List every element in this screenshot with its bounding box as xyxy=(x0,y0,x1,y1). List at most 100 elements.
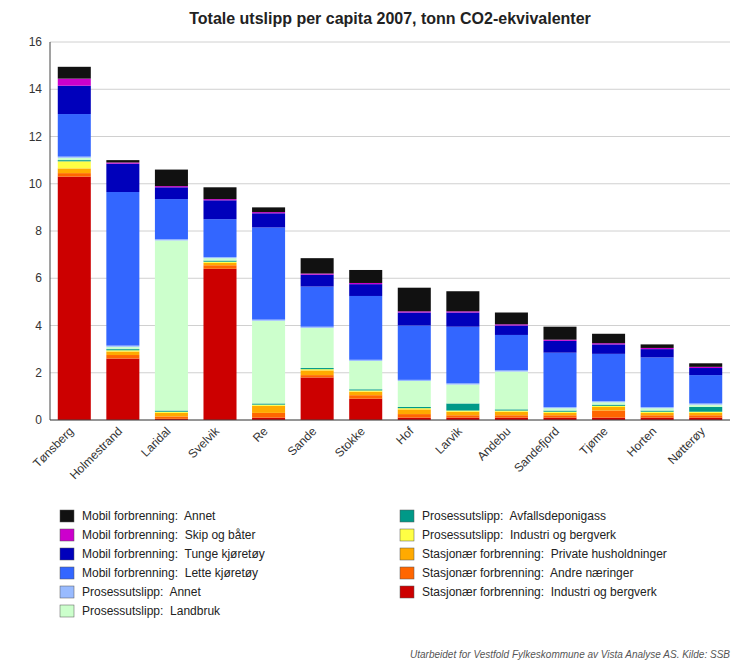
bar-segment: Re — Prosessutslipp: Landbruk: 3.5 xyxy=(252,321,285,404)
bar-segment: Horten — Prosessutslipp: Industri og ber… xyxy=(641,412,674,413)
legend-label: Mobil forbrenning: Annet xyxy=(82,509,216,523)
legend-label: Mobil forbrenning: Lette kjøretøy xyxy=(82,566,258,580)
bar-segment: Holmestrand — Prosessutslipp: Annet: 0.0… xyxy=(106,346,139,347)
bar-segment: Tjøme — Mobil forbrenning: Tunge kjøretø… xyxy=(592,344,625,353)
bar-segment: Tønsberg — Prosessutslipp: Avfallsdeponi… xyxy=(58,160,91,161)
bar-segment: Sande — Prosessutslipp: Landbruk: 1.7 xyxy=(301,328,334,368)
bar-segment: Sandefjord — Prosessutslipp: Avfallsdepo… xyxy=(543,411,576,412)
bar-segment: Svelvik — Prosessutslipp: Industri og be… xyxy=(203,262,236,263)
bar-segment: Tjøme — Prosessutslipp: Landbruk: 0.1 xyxy=(592,402,625,404)
bar-segment: Sande — Stasjonær forbrenning: Private h… xyxy=(301,370,334,375)
legend-swatch xyxy=(60,586,74,598)
grid-line xyxy=(50,89,730,90)
bar-segment: Tønsberg — Mobil forbrenning: Lette kjør… xyxy=(58,114,91,157)
bar-segment: Sandefjord — Mobil forbrenning: Skip og … xyxy=(543,340,576,341)
bar-segment: Sande — Prosessutslipp: Annet: 0.05 xyxy=(301,327,334,328)
bar-segment: Re — Mobil forbrenning: Annet: 0.2 xyxy=(252,207,285,212)
bar-segment: Tønsberg — Stasjonær forbrenning: Andre … xyxy=(58,173,91,177)
bar-segment: Hof — Mobil forbrenning: Skip og båter: … xyxy=(398,311,431,312)
x-tick-label: Holmestrand xyxy=(67,424,125,482)
bar-segment: Holmestrand — Mobil forbrenning: Skip og… xyxy=(106,162,139,163)
bar-segment: Tønsberg — Prosessutslipp: Industri og b… xyxy=(58,161,91,168)
bar-segment: Sandefjord — Prosessutslipp: Industri og… xyxy=(543,412,576,413)
bar-segment: Hof — Mobil forbrenning: Annet: 1 xyxy=(398,288,431,312)
title: Totale utslipp per capita 2007, tonn CO2… xyxy=(189,10,591,27)
bar-segment: Laridal — Prosessutslipp: Landbruk: 7.2 xyxy=(155,240,188,410)
bar-segment: Sande — Stasjonær forbrenning: Industri … xyxy=(301,377,334,420)
x-tick-label: Stokke xyxy=(332,424,368,460)
bar-segment: Hof — Stasjonær forbrenning: Andre nærin… xyxy=(398,414,431,418)
legend-swatch xyxy=(400,567,414,579)
bar-segment: Tønsberg — Mobil forbrenning: Skip og bå… xyxy=(58,79,91,86)
bars: Tønsberg — Stasjonær forbrenning: Indust… xyxy=(58,67,722,420)
bar-segment: Svelvik — Stasjonær forbrenning: Andre n… xyxy=(203,265,236,269)
bar-segment: Sande — Mobil forbrenning: Tunge kjøretø… xyxy=(301,275,334,287)
legend-swatch xyxy=(60,548,74,560)
bar-segment: Holmestrand — Stasjonær forbrenning: And… xyxy=(106,355,139,359)
bar-segment: Larvik — Stasjonær forbrenning: Private … xyxy=(446,412,479,416)
bar-segment: Holmestrand — Mobil forbrenning: Annet: … xyxy=(106,160,139,162)
bar-segment: Svelvik — Mobil forbrenning: Annet: 0.5 xyxy=(203,187,236,199)
bar-segment: Stokke — Stasjonær forbrenning: Private … xyxy=(349,392,382,396)
bar-segment: Horten — Mobil forbrenning: Skip og båte… xyxy=(641,348,674,349)
legend-label: Prosessutslipp: Industri og bergverk xyxy=(422,528,617,542)
bar-segment: Horten — Stasjonær forbrenning: Andre næ… xyxy=(641,415,674,417)
bar-segment: Sande — Prosessutslipp: Avfallsdeponigas… xyxy=(301,368,334,369)
bar-segment: Holmestrand — Stasjonær forbrenning: Ind… xyxy=(106,359,139,420)
x-tick-label: Horten xyxy=(624,424,659,459)
bar-segment: Re — Prosessutslipp: Industri og bergver… xyxy=(252,405,285,406)
y-tick-label: 4 xyxy=(35,319,42,333)
legend-swatch xyxy=(60,605,74,617)
bar-segment: Stokke — Mobil forbrenning: Annet: 0.55 xyxy=(349,270,382,283)
bar-segment: Nøtterøy — Mobil forbrenning: Tunge kjør… xyxy=(689,368,722,375)
bar-segment: Laridal — Prosessutslipp: Annet: 0.05 xyxy=(155,239,188,240)
legend-label: Mobil forbrenning: Skip og båter xyxy=(82,528,255,542)
bar-segment: Re — Mobil forbrenning: Tunge kjøretøy: … xyxy=(252,213,285,227)
y-tick-label: 10 xyxy=(29,177,43,191)
legend-label: Stasjonær forbrenning: Private husholdni… xyxy=(422,547,667,561)
bar-segment: Svelvik — Mobil forbrenning: Lette kjøre… xyxy=(203,219,236,257)
legend-label: Prosessutslipp: Avfallsdeponigass xyxy=(422,509,606,523)
bar-segment: Tjøme — Mobil forbrenning: Annet: 0.4 xyxy=(592,334,625,343)
x-tick-label: Sandefjord xyxy=(511,424,562,475)
grid-line xyxy=(50,136,730,137)
legend: Mobil forbrenning: Annet Mobil forbrennin… xyxy=(60,509,667,618)
bar-segment: Nøtterøy — Prosessutslipp: Annet: 0.05 xyxy=(689,403,722,404)
bar-segment: Stokke — Mobil forbrenning: Lette kjøret… xyxy=(349,296,382,360)
bar-segment: Laridal — Stasjonær forbrenning: Private… xyxy=(155,413,188,417)
y-axis: 0246810121416 xyxy=(29,35,730,427)
bar-segment: Tønsberg — Mobil forbrenning: Tunge kjør… xyxy=(58,86,91,114)
bar-segment: Tønsberg — Mobil forbrenning: Annet: 0.5 xyxy=(58,67,91,79)
y-tick-label: 12 xyxy=(29,130,43,144)
bar-segment: Nøtterøy — Prosessutslipp: Industri og b… xyxy=(689,412,722,413)
bar-segment: Re — Prosessutslipp: Annet: 0.05 xyxy=(252,320,285,321)
legend-label: Prosessutslipp: Landbruk xyxy=(82,604,221,618)
bar-segment: Nøtterøy — Stasjonær forbrenning: Privat… xyxy=(689,413,722,415)
bar-segment: Nøtterøy — Mobil forbrenning: Annet: 0.1… xyxy=(689,363,722,367)
legend-swatch xyxy=(400,529,414,541)
bar-segment: Stokke — Mobil forbrenning: Skip og båte… xyxy=(349,283,382,284)
grid-line xyxy=(50,420,730,421)
bar-segment: Hof — Prosessutslipp: Landbruk: 1.1 xyxy=(398,381,431,407)
legend-swatch xyxy=(400,548,414,560)
bar-segment: Sandefjord — Prosessutslipp: Landbruk: 0… xyxy=(543,408,576,410)
bar-segment: Sande — Mobil forbrenning: Annet: 0.65 xyxy=(301,258,334,273)
grid-line xyxy=(50,372,730,373)
footnote: Utarbeidet for Vestfold Fylkeskommune av… xyxy=(410,649,730,660)
bar-segment: Nøtterøy — Mobil forbrenning: Lette kjør… xyxy=(689,375,722,403)
bar-segment: Nøtterøy — Mobil forbrenning: Skip og bå… xyxy=(689,367,722,368)
bar-segment: Re — Mobil forbrenning: Lette kjøretøy: … xyxy=(252,227,285,319)
bar-segment: Svelvik — Mobil forbrenning: Skip og båt… xyxy=(203,199,236,200)
bar-segment: Stokke — Prosessutslipp: Industri og ber… xyxy=(349,390,382,391)
bar-segment: Larvik — Prosessutslipp: Landbruk: 0.8 xyxy=(446,385,479,404)
x-axis: TønsbergHolmestrandLaridalSvelvikReSande… xyxy=(30,424,708,483)
y-tick-label: 0 xyxy=(35,413,42,427)
bar-segment: Laridal — Mobil forbrenning: Tunge kjøre… xyxy=(155,187,188,199)
bar-segment: Tjøme — Mobil forbrenning: Lette kjøretø… xyxy=(592,354,625,401)
bar-segment: Nøtterøy — Stasjonær forbrenning: Andre … xyxy=(689,415,722,417)
x-axis-line xyxy=(50,420,730,421)
bar-segment: Sandefjord — Mobil forbrenning: Annet: 0… xyxy=(543,327,576,340)
bar-segment: Stokke — Prosessutslipp: Annet: 0.05 xyxy=(349,360,382,361)
bar-segment: Andebu — Prosessutslipp: Industri og ber… xyxy=(495,411,528,412)
bar-segment: Larvik — Mobil forbrenning: Annet: 0.85 xyxy=(446,291,479,311)
